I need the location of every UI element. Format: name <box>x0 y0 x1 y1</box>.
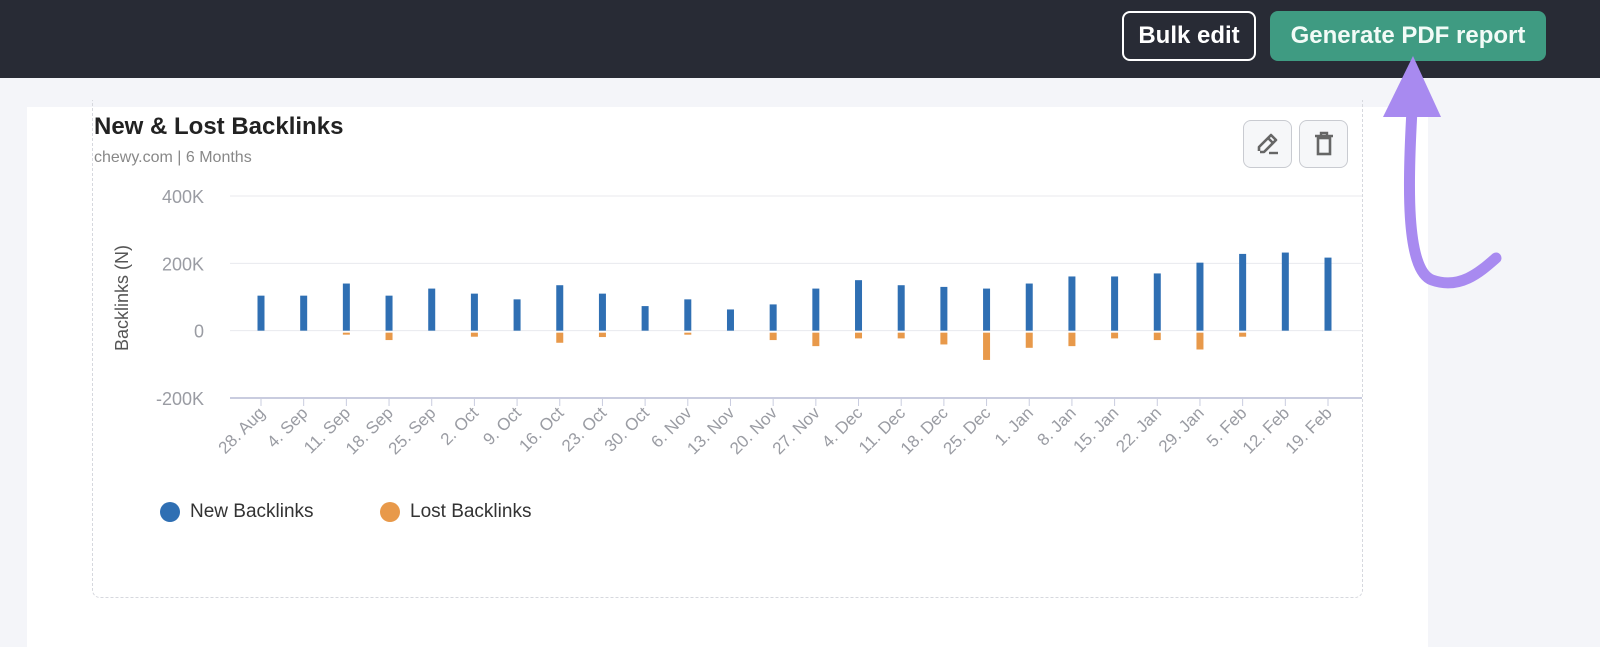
new-backlinks-dot-icon <box>160 502 180 522</box>
bulk-edit-button[interactable]: Bulk edit <box>1122 11 1256 61</box>
legend-new-backlinks[interactable]: New Backlinks <box>160 501 314 523</box>
trash-icon <box>1314 131 1333 156</box>
lost-backlinks-dot-icon <box>380 502 400 522</box>
edit-button[interactable] <box>1243 120 1292 168</box>
legend-label: Lost Backlinks <box>410 501 532 522</box>
top-bar: Bulk edit Generate PDF report <box>0 0 1600 78</box>
legend-label: New Backlinks <box>190 501 314 522</box>
pencil-icon <box>1257 133 1278 155</box>
widget-subtitle: chewy.com | 6 Months <box>94 149 252 166</box>
chart-widget <box>92 100 1363 598</box>
legend-lost-backlinks[interactable]: Lost Backlinks <box>380 501 531 523</box>
report-card <box>27 107 1428 647</box>
delete-button[interactable] <box>1299 120 1348 168</box>
generate-pdf-report-button[interactable]: Generate PDF report <box>1270 11 1546 61</box>
widget-title: New & Lost Backlinks <box>94 113 344 140</box>
